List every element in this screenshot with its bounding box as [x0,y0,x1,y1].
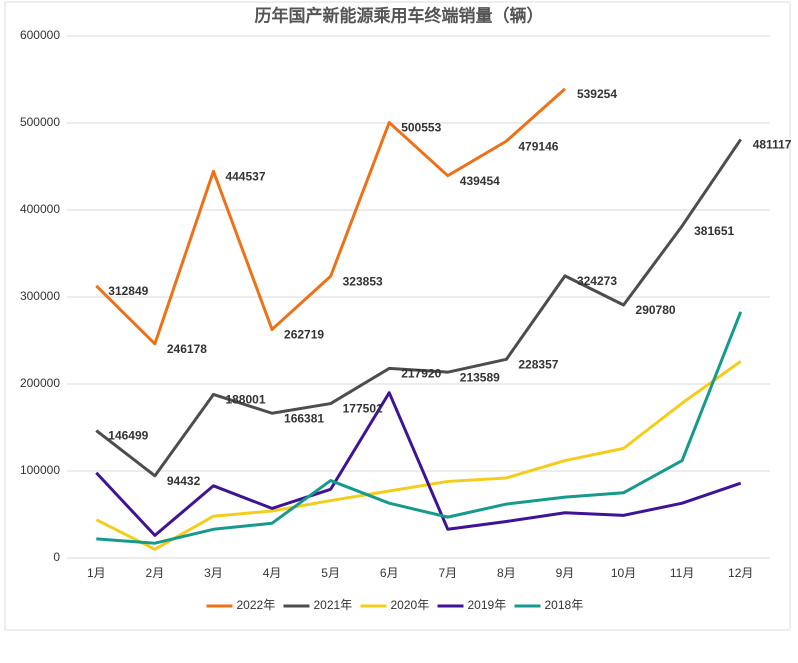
x-tick-label: 11月 [670,566,694,580]
data-label: 439454 [460,174,500,188]
y-tick-label: 600000 [20,28,60,42]
data-label: 290780 [636,303,676,317]
data-label: 213589 [460,370,500,384]
data-label: 94432 [167,474,201,488]
y-tick-label: 400000 [20,202,60,216]
data-label: 479146 [518,139,558,153]
y-tick-label: 0 [53,550,60,564]
data-label: 500553 [401,121,441,135]
data-label: 228357 [518,358,558,372]
series-line [95,87,566,346]
x-tick-label: 8月 [497,566,516,580]
series-line [95,391,742,537]
y-tick-label: 300000 [20,289,60,303]
legend-label: 2020年 [391,598,430,612]
series-line [96,311,743,545]
x-tick-label: 6月 [380,566,399,580]
data-label: 177501 [343,402,383,416]
legend-label: 2022年 [237,598,276,612]
x-tick-label: 3月 [204,566,223,580]
data-label: 539254 [577,87,617,101]
y-tick-label: 200000 [20,376,60,390]
legend-label: 2021年 [314,598,353,612]
y-tick-label: 100000 [20,463,60,477]
data-label: 188001 [225,393,265,407]
x-tick-label: 4月 [263,566,282,580]
data-label: 146499 [108,429,148,443]
x-tick-label: 7月 [438,566,457,580]
data-label: 324273 [577,274,617,288]
data-label: 217920 [401,367,441,381]
data-label: 246178 [167,342,207,356]
data-label: 444537 [225,169,265,183]
legend-label: 2019年 [468,598,507,612]
x-tick-label: 5月 [321,566,340,580]
data-label: 381651 [694,224,734,238]
data-label: 323853 [343,274,383,288]
y-tick-label: 500000 [20,115,60,129]
data-label: 312849 [108,284,148,298]
data-label: 166381 [284,411,324,425]
series-line [95,360,742,551]
chart-title: 历年国产新能源乘用车终端销量（辆） [255,5,544,25]
x-tick-label: 9月 [556,566,575,580]
x-tick-label: 2月 [146,566,165,580]
data-label: 262719 [284,328,324,342]
legend-label: 2018年 [545,598,584,612]
x-tick-label: 1月 [87,566,106,580]
x-tick-label: 10月 [611,566,636,580]
chart-border [4,1,791,631]
series-line [95,138,742,478]
x-tick-label: 12月 [728,566,753,580]
data-label: 481117 [753,138,792,152]
